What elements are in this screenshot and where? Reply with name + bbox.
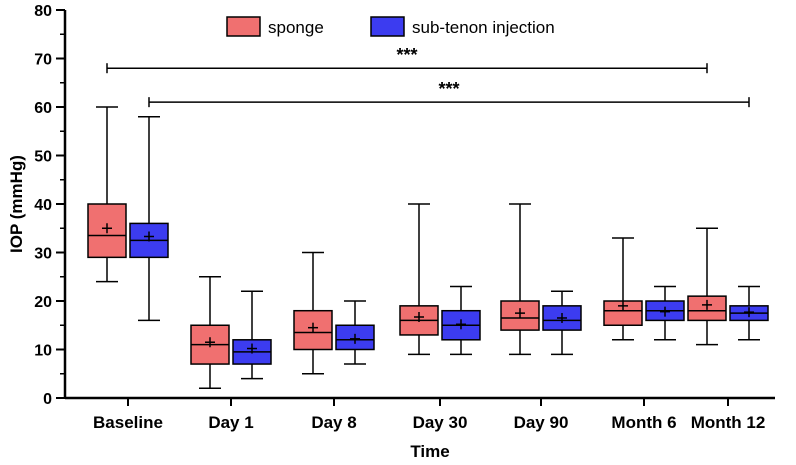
significance-label: *** bbox=[396, 45, 417, 65]
significance-label: *** bbox=[438, 79, 459, 99]
x-tick-label: Month 12 bbox=[691, 413, 766, 432]
x-tick-label: Baseline bbox=[93, 413, 163, 432]
x-tick-label: Day 90 bbox=[514, 413, 569, 432]
y-tick-label: 20 bbox=[34, 294, 52, 311]
x-tick-label: Day 30 bbox=[413, 413, 468, 432]
y-tick-label: 40 bbox=[34, 197, 52, 214]
legend-label-sponge: sponge bbox=[268, 18, 324, 37]
legend: sponge sub-tenon injection bbox=[226, 16, 555, 37]
y-tick-label: 0 bbox=[43, 391, 52, 408]
y-tick-label: 60 bbox=[34, 100, 52, 117]
legend-swatch-sponge bbox=[226, 16, 261, 37]
x-tick-label: Month 6 bbox=[611, 413, 676, 432]
y-tick-label: 80 bbox=[34, 3, 52, 20]
x-tick-label: Day 1 bbox=[208, 413, 253, 432]
legend-swatch-sub-tenon-injection bbox=[370, 16, 405, 37]
y-tick-label: 70 bbox=[34, 52, 52, 69]
x-axis-title: Time bbox=[410, 442, 449, 461]
x-tick-label: Day 8 bbox=[311, 413, 356, 432]
y-tick-label: 30 bbox=[34, 246, 52, 263]
y-tick-label: 50 bbox=[34, 149, 52, 166]
legend-label-sub-tenon-injection: sub-tenon injection bbox=[412, 18, 555, 37]
y-tick-label: 10 bbox=[34, 343, 52, 360]
y-axis-title: IOP (mmHg) bbox=[7, 155, 26, 253]
